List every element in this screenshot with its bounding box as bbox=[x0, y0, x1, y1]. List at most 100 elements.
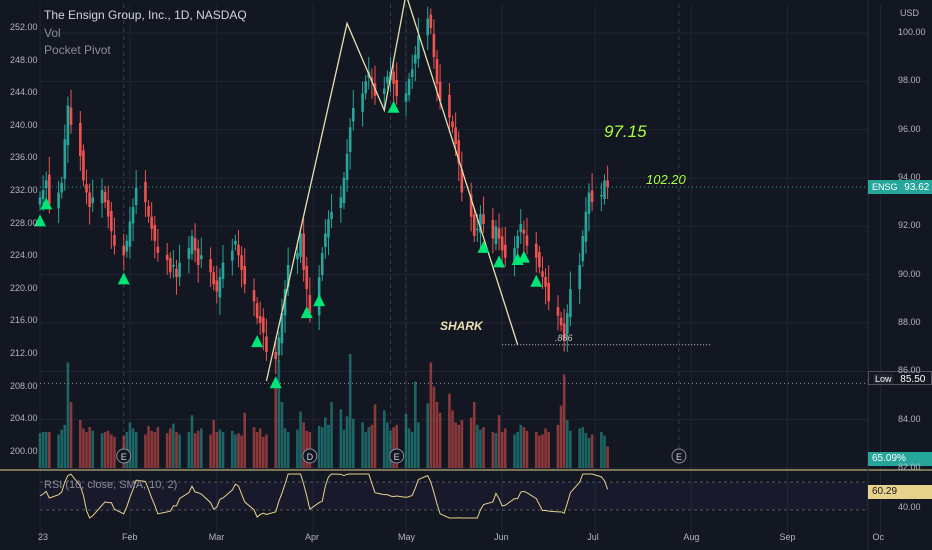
volume-pct: 65.09% bbox=[872, 453, 906, 464]
event-marker: D bbox=[302, 448, 318, 464]
time-axis-tick: Mar bbox=[208, 532, 225, 542]
volume-bar bbox=[345, 416, 349, 468]
volume-bar bbox=[91, 430, 95, 468]
right-axis-tick: 82.00 bbox=[898, 462, 921, 472]
symbol-tag: ENSG bbox=[872, 182, 898, 192]
volume-bar bbox=[150, 430, 153, 468]
low-tag: Low bbox=[873, 374, 894, 384]
volume-bar bbox=[584, 433, 588, 468]
volume-bar bbox=[503, 428, 507, 468]
right-axis-tick: 96.00 bbox=[898, 123, 921, 134]
pocket-pivot-triangle bbox=[117, 272, 130, 285]
volume-bar bbox=[382, 410, 386, 468]
volume-bar bbox=[190, 415, 194, 468]
volume-bar bbox=[255, 432, 259, 468]
time-axis-tick: Jul bbox=[587, 532, 599, 542]
volume-bar bbox=[534, 432, 538, 468]
candle-body bbox=[404, 93, 408, 102]
volume-bar bbox=[60, 429, 64, 468]
volume-bar bbox=[262, 436, 265, 468]
volume-bar bbox=[491, 432, 495, 468]
volume-bar bbox=[429, 362, 433, 468]
volume-bar bbox=[603, 435, 606, 468]
candle-body bbox=[538, 251, 541, 268]
volume-bar bbox=[581, 427, 585, 468]
volume-bar bbox=[237, 433, 240, 468]
candle-body bbox=[438, 81, 442, 101]
volume-bar bbox=[494, 433, 498, 468]
volume-bar bbox=[479, 429, 482, 468]
volume-bar bbox=[147, 426, 150, 468]
left-axis-tick: 252.00 bbox=[10, 22, 38, 32]
volume-bar bbox=[82, 428, 85, 468]
volume-bar bbox=[600, 432, 603, 468]
candle-body bbox=[491, 220, 495, 239]
right-axis-tick: 88.00 bbox=[898, 317, 921, 327]
candle-body bbox=[590, 190, 594, 203]
volume-bar bbox=[168, 428, 172, 468]
volume-bar bbox=[426, 403, 430, 468]
candle-body bbox=[395, 79, 398, 96]
shark-pattern-line bbox=[265, 0, 519, 382]
left-axis-tick: 236.00 bbox=[10, 152, 38, 163]
candle-body bbox=[44, 180, 48, 189]
candle-body bbox=[541, 271, 544, 278]
pocket-pivot-triangle bbox=[251, 335, 264, 348]
rsi-legend: RSI (10, close, SMA, 10, 2) bbox=[44, 479, 178, 491]
volume-bar bbox=[234, 434, 237, 468]
candle-body bbox=[482, 214, 485, 224]
candle-body bbox=[243, 265, 247, 285]
volume-bar bbox=[110, 434, 113, 468]
last-price-badge: ENSG 93.62 bbox=[868, 180, 932, 194]
candle-body bbox=[128, 221, 132, 247]
volume-bar bbox=[69, 402, 73, 468]
volume-bar bbox=[175, 432, 178, 468]
candle-body bbox=[63, 139, 67, 179]
volume-bar bbox=[100, 433, 104, 468]
candle-body bbox=[503, 244, 507, 258]
candle-body bbox=[60, 182, 64, 193]
volume-bar bbox=[482, 427, 485, 468]
candle-body bbox=[460, 169, 464, 193]
candle-body bbox=[324, 233, 327, 248]
candle-body bbox=[209, 259, 212, 273]
candle-body bbox=[262, 317, 265, 333]
candle-body bbox=[513, 248, 516, 262]
candle-body bbox=[122, 245, 126, 256]
time-axis-tick: Sep bbox=[779, 532, 796, 542]
event-marker-circle bbox=[389, 448, 405, 464]
volume-bar bbox=[193, 433, 197, 468]
volume-bar bbox=[438, 412, 442, 468]
volume-bar bbox=[569, 430, 572, 468]
candle-body bbox=[172, 265, 175, 267]
candle-body bbox=[600, 194, 603, 197]
event-marker-circle bbox=[671, 448, 687, 464]
volume-bar bbox=[587, 438, 591, 468]
volume-bar bbox=[389, 430, 392, 468]
candle-body bbox=[472, 214, 476, 236]
volume-bar bbox=[63, 424, 67, 468]
candle-body bbox=[451, 121, 454, 128]
left-axis-tick: 224.00 bbox=[10, 250, 38, 261]
candle-body bbox=[134, 187, 138, 206]
candle-body bbox=[569, 289, 572, 318]
candle-body bbox=[57, 192, 60, 209]
candle-body bbox=[525, 235, 529, 246]
candle-body bbox=[581, 236, 585, 262]
volume-bar bbox=[556, 424, 560, 468]
candle-body bbox=[479, 214, 482, 233]
volume-bar bbox=[497, 415, 501, 468]
volume-bar bbox=[106, 430, 110, 468]
candle-body bbox=[215, 280, 219, 292]
volume-bar bbox=[516, 432, 519, 468]
right-axis-tick: 92.00 bbox=[898, 220, 921, 231]
candle-body bbox=[274, 352, 278, 360]
candle-body bbox=[38, 197, 42, 205]
volume-bar bbox=[522, 427, 526, 468]
left-axis-tick: 232.00 bbox=[10, 185, 38, 195]
volume-bar bbox=[199, 428, 203, 468]
candle-body bbox=[286, 265, 290, 288]
vol-legend: Vol bbox=[44, 26, 61, 40]
